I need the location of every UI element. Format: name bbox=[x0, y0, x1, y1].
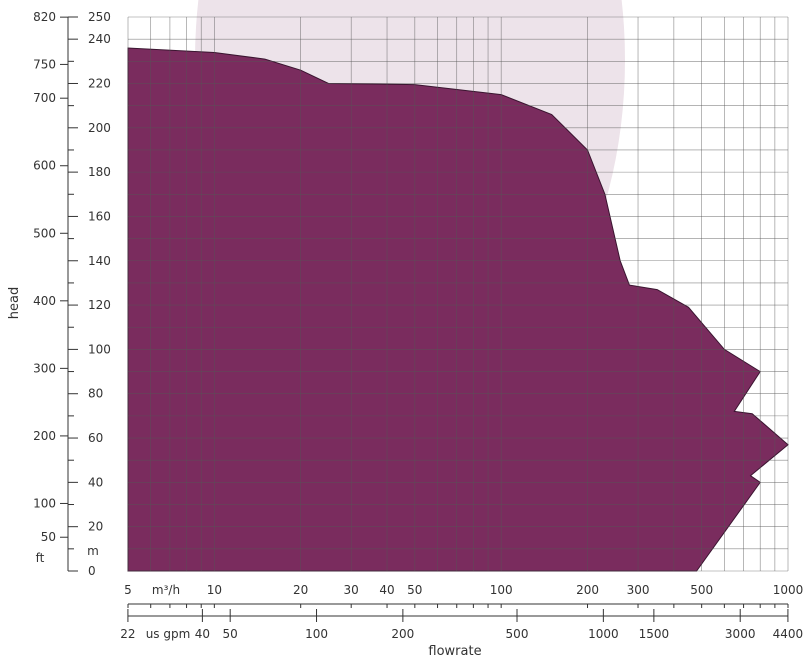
x-tick-label-gpm: 50 bbox=[223, 627, 238, 641]
x-axis-title: flowrate bbox=[428, 644, 481, 657]
y-tick-label-ft: 700 bbox=[33, 91, 56, 105]
x-tick-label-gpm: 1500 bbox=[639, 627, 670, 641]
y-tick-label-ft: 600 bbox=[33, 159, 56, 173]
x-tick-label-gpm: 40 bbox=[195, 627, 210, 641]
x-tick-label-m3h: 30 bbox=[344, 583, 359, 597]
y-tick-label-m: 120 bbox=[88, 298, 111, 312]
x-tick-label-m3h: 500 bbox=[690, 583, 713, 597]
tick-marks bbox=[60, 16, 789, 622]
x-unit-m3h: m³/h bbox=[152, 583, 180, 597]
y-tick-label-m: 80 bbox=[88, 387, 103, 401]
y-tick-label-ft: 820 bbox=[33, 10, 56, 24]
y-tick-label-ft: 300 bbox=[33, 361, 56, 375]
y-tick-label-ft: 50 bbox=[41, 530, 56, 544]
y-tick-label-ft: 500 bbox=[33, 226, 56, 240]
x-tick-label-gpm: 3000 bbox=[725, 627, 756, 641]
y-tick-label-m: 60 bbox=[88, 431, 103, 445]
operating-envelope bbox=[127, 47, 789, 572]
y-tick-label-m: 240 bbox=[88, 32, 111, 46]
y-tick-label-ft: 100 bbox=[33, 496, 56, 510]
y-tick-label-m: 40 bbox=[88, 475, 103, 489]
x-tick-label-m3h: 1000 bbox=[773, 583, 804, 597]
x-tick-label-gpm: 1000 bbox=[588, 627, 619, 641]
y-tick-label-m: 180 bbox=[88, 165, 111, 179]
axis-lines bbox=[67, 17, 788, 617]
x-tick-label-m3h: 100 bbox=[490, 583, 513, 597]
tick-labels: 0 20 40 60 80 100 120 140 160 180 200 220 240 250 m 50 1… bbox=[33, 10, 803, 641]
x-tick-label-gpm: 22 bbox=[120, 627, 135, 641]
y-tick-label-ft: 200 bbox=[33, 429, 56, 443]
x-tick-label-gpm: 200 bbox=[391, 627, 414, 641]
y-tick-label-m: 160 bbox=[88, 209, 111, 223]
y-tick-label-m: 140 bbox=[88, 254, 111, 268]
y-tick-label-ft: 400 bbox=[33, 294, 56, 308]
y-unit-ft: ft bbox=[36, 551, 45, 565]
grid-lines bbox=[127, 16, 789, 572]
y-tick-label-m: 220 bbox=[88, 76, 111, 90]
y-tick-label-ft: 750 bbox=[33, 57, 56, 71]
x-tick-label-m3h: 40 bbox=[379, 583, 394, 597]
x-tick-label-m3h: 50 bbox=[407, 583, 422, 597]
y-tick-label-m: 100 bbox=[88, 342, 111, 356]
x-tick-label-gpm: 500 bbox=[506, 627, 529, 641]
y-tick-label-m: 200 bbox=[88, 121, 111, 135]
y-tick-label-m: 0 bbox=[88, 564, 96, 578]
y-axis-title: head bbox=[7, 287, 22, 319]
x-tick-label-gpm: 100 bbox=[305, 627, 328, 641]
x-unit-gpm: us gpm bbox=[146, 627, 191, 641]
x-tick-label-gpm: 4400 bbox=[773, 627, 804, 641]
y-tick-label-m: 20 bbox=[88, 520, 103, 534]
x-tick-label-m3h: 200 bbox=[576, 583, 599, 597]
x-tick-label-m3h: 300 bbox=[627, 583, 650, 597]
x-tick-label-m3h: 10 bbox=[207, 583, 222, 597]
x-tick-label-m3h: 5 bbox=[124, 583, 132, 597]
x-tick-label-m3h: 20 bbox=[293, 583, 308, 597]
y-unit-m: m bbox=[87, 544, 99, 558]
y-tick-label-m: 250 bbox=[88, 10, 111, 24]
